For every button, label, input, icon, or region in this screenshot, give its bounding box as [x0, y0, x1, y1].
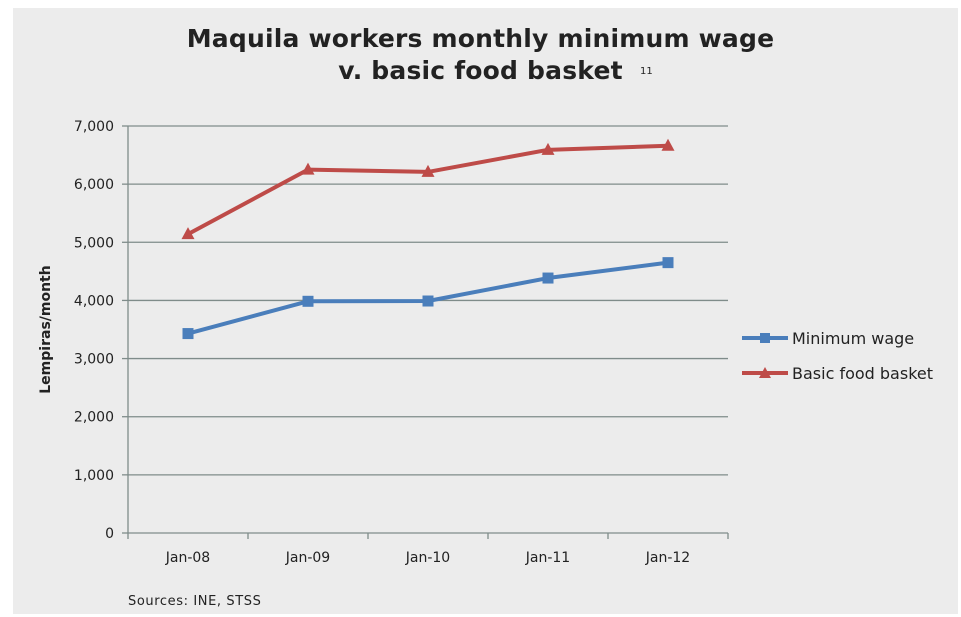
- y-tick-label: 3,000: [74, 352, 114, 368]
- data-point-basic-food-basket: [421, 164, 435, 177]
- tick-labels: 0 1,000 2,000 3,000 4,000 5,000 6,000 7,000 Jan-…: [38, 119, 690, 566]
- legend-item-basic-food-basket: Basic food basket: [740, 362, 933, 384]
- gridlines: [128, 125, 728, 476]
- x-tick-label: Jan-11: [525, 550, 570, 566]
- y-tick-label: 2,000: [74, 410, 114, 426]
- x-tick-label: Jan-12: [645, 550, 690, 566]
- source-note: Sources: INE, STSS: [128, 594, 262, 609]
- y-tick-label: 5,000: [74, 235, 114, 251]
- axes: [122, 125, 729, 539]
- y-tick-label: 4,000: [74, 293, 114, 309]
- x-tick-label: Jan-10: [405, 550, 450, 566]
- data-point-basic-food-basket: [661, 138, 675, 151]
- legend-swatch-basic-food-basket: [742, 367, 788, 378]
- data-point-minimum-wage: [542, 272, 554, 284]
- data-point-minimum-wage: [182, 328, 194, 340]
- data-point-basic-food-basket: [541, 142, 555, 155]
- x-tick-label: Jan-09: [285, 550, 330, 566]
- series-line-basic-food-basket: [187, 143, 669, 236]
- y-tick-label: 7,000: [74, 119, 114, 135]
- chart-title-line-1: Maquila workers monthly minimum wage: [186, 24, 775, 53]
- legend-swatch-minimum-wage: [742, 333, 788, 343]
- data-point-minimum-wage: [662, 257, 674, 269]
- y-tick-label: 0: [105, 526, 114, 542]
- x-tick-label: Jan-08: [165, 550, 210, 566]
- y-tick-label: 1,000: [74, 468, 114, 484]
- chart-panel: [13, 8, 958, 614]
- y-tick-label: 6,000: [74, 177, 114, 193]
- legend-label-minimum-wage: Minimum wage: [792, 328, 915, 348]
- footnote-reference: 11: [640, 66, 653, 77]
- legend-item-minimum-wage: Minimum wage: [740, 327, 914, 349]
- data-point-minimum-wage: [422, 295, 434, 307]
- data-point-basic-food-basket: [181, 227, 195, 240]
- series: [181, 138, 675, 340]
- chart-title-line-2: v. basic food basket: [338, 56, 623, 85]
- legend-label-basic-food-basket: Basic food basket: [792, 363, 934, 383]
- data-point-minimum-wage: [302, 295, 314, 307]
- data-point-basic-food-basket: [301, 162, 315, 175]
- y-axis-title: Lempiras/month: [38, 265, 54, 393]
